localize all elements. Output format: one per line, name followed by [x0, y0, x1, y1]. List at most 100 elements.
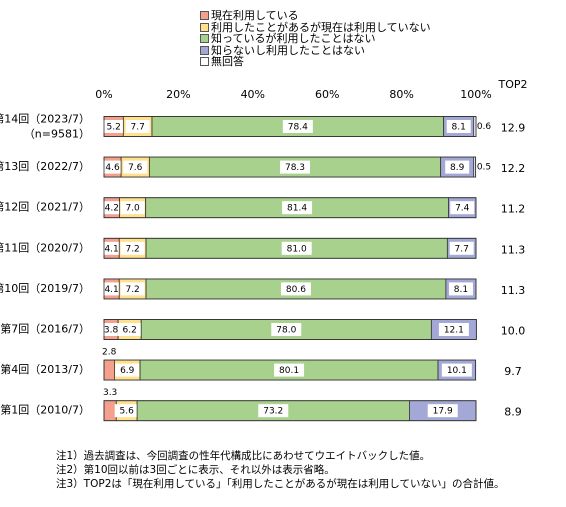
- top2-value: 11.2: [501, 203, 526, 216]
- data-label: 81.0: [287, 244, 307, 254]
- data-label-box: [114, 404, 139, 418]
- data-label-box: [120, 241, 145, 255]
- legend-swatch: [200, 45, 209, 55]
- bar-outline: [103, 156, 477, 178]
- data-label-box: [100, 160, 125, 174]
- legend-item: 無回答: [200, 56, 431, 68]
- x-tick-label: 40%: [241, 88, 265, 101]
- data-label: 5.2: [107, 123, 121, 133]
- data-label: 78.0: [276, 326, 296, 336]
- bar-outline: [103, 319, 477, 340]
- legend-label: 知らないし利用したことはない: [211, 43, 365, 57]
- legend-label: 現在利用している: [211, 9, 299, 22]
- data-label-box: [446, 120, 471, 133]
- data-label-box: [117, 323, 142, 336]
- data-label-box: [120, 201, 145, 215]
- data-label-box: [271, 323, 302, 336]
- data-label-box: [282, 201, 313, 215]
- data-label: 7.4: [455, 204, 470, 214]
- data-label: 4.6: [105, 163, 120, 173]
- legend-item: 現在利用している: [200, 10, 431, 22]
- data-label: 7.2: [125, 285, 139, 295]
- data-label: 2.8: [102, 348, 117, 358]
- data-label-box: [125, 120, 150, 133]
- legend-swatch: [200, 11, 209, 21]
- chart-legend: 現在利用している 利用したことがあるが現在は利用していない 知っているが利用した…: [200, 10, 431, 68]
- legend-item: 知っているが利用したことはない: [200, 33, 431, 45]
- data-label: 78.4: [288, 123, 308, 133]
- legend-swatch: [200, 22, 209, 32]
- data-label-box: [99, 241, 124, 255]
- data-label: 4.1: [104, 285, 118, 295]
- category-label: 第12回（2021/7）: [0, 200, 90, 214]
- data-label: 8.1: [452, 123, 466, 133]
- bar-outline: [103, 278, 477, 300]
- data-label-box: [115, 363, 140, 377]
- data-label: 7.0: [125, 204, 140, 214]
- data-label-box: [281, 241, 312, 255]
- data-label-box: [274, 363, 305, 377]
- data-label: 3.8: [104, 326, 119, 336]
- data-label: 73.2: [263, 407, 283, 417]
- category-label: 第4回（2013/7）: [0, 362, 90, 376]
- bar-outline: [103, 116, 477, 137]
- data-label: 4.2: [105, 204, 119, 214]
- data-label-box: [449, 241, 474, 255]
- top2-header: TOP2: [497, 78, 527, 91]
- bar-segment: [103, 359, 115, 381]
- x-tick-label: 20%: [166, 88, 190, 101]
- top2-value: 10.0: [501, 325, 526, 338]
- data-label-box: [120, 282, 145, 296]
- category-label: 第13回（2022/7）: [0, 159, 90, 173]
- data-label-box: [99, 282, 124, 296]
- bar-outline: [103, 400, 477, 422]
- data-label: 7.7: [455, 244, 469, 254]
- data-label: 12.1: [444, 326, 464, 336]
- footnote: 注1）過去調査は、今回調査の性年代構成比にあわせてウエイトバックした値。: [56, 450, 431, 462]
- bar-outline: [103, 197, 477, 219]
- data-label-box: [99, 323, 124, 336]
- legend-swatch: [200, 34, 209, 44]
- category-label: 第7回（2016/7）: [0, 322, 90, 336]
- bar-outline: [103, 359, 477, 381]
- data-label-box: [441, 363, 472, 377]
- data-label: 7.6: [128, 163, 143, 173]
- category-sublabel: （n=9581）: [24, 128, 90, 141]
- data-label-box: [101, 120, 126, 133]
- data-label: 8.9: [450, 163, 465, 173]
- data-label-box: [445, 160, 470, 174]
- top2-value: 9.7: [504, 365, 522, 378]
- legend-label: 無回答: [211, 55, 244, 68]
- footnotes: 注1）過去調査は、今回調査の性年代構成比にあわせてウエイトバックした値。 注2）…: [56, 449, 505, 491]
- category-label: 第14回（2023/7）: [0, 112, 90, 126]
- data-label: 17.9: [433, 407, 453, 417]
- top2-value: 12.9: [501, 122, 526, 135]
- data-label: 6.9: [120, 366, 135, 376]
- category-label: 第11回（2020/7）: [0, 240, 90, 254]
- data-label: 80.1: [279, 366, 299, 376]
- data-label: 80.6: [286, 285, 306, 295]
- data-label-box: [280, 282, 311, 296]
- legend-item: 利用したことがあるが現在は利用していない: [200, 20, 431, 34]
- legend-label: 利用したことがあるが現在は利用していない: [211, 20, 431, 34]
- data-label: 7.7: [131, 123, 145, 133]
- top2-value: 11.3: [501, 243, 526, 256]
- data-label-box: [258, 404, 289, 418]
- x-tick-label: 0%: [95, 88, 112, 101]
- data-label: 3.3: [103, 388, 117, 398]
- legend-item: 知らないし利用したことはない: [200, 43, 431, 57]
- footnote: 注3）TOP2は「現在利用している」「利用したことがあるが現在は利用していない」…: [56, 478, 505, 490]
- stacked-bar-chart: 0% 20% 40% 60% 80% 100% TOP2 第14回（2023/7） （n=958…: [0, 78, 528, 422]
- bar-segment: [103, 400, 117, 422]
- data-label-box: [282, 120, 313, 133]
- top2-value: 11.3: [501, 284, 526, 297]
- data-label: 10.1: [447, 366, 467, 376]
- footnote: 注2）第10回以前は3回ごとに表示、それ以外は表示省略。: [56, 464, 335, 476]
- category-label: 第10回（2019/7）: [0, 281, 90, 295]
- data-label: 0.5: [477, 163, 491, 173]
- legend-label: 知っているが利用したことはない: [211, 32, 376, 45]
- data-label: 7.2: [125, 244, 139, 254]
- data-label: 78.3: [285, 163, 305, 173]
- data-label: 0.6: [477, 122, 492, 132]
- data-label-box: [280, 160, 311, 174]
